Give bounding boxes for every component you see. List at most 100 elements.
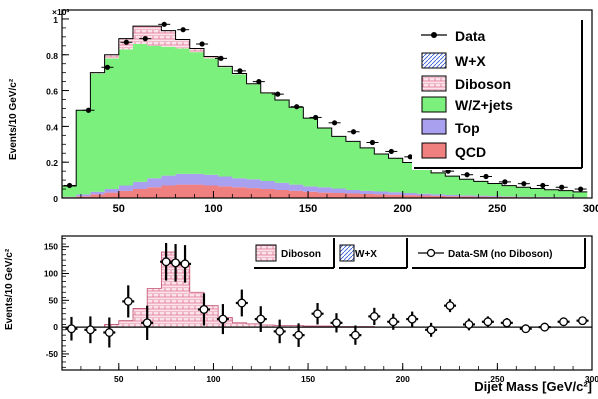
bottom-x-tick-label: 300 xyxy=(585,374,598,384)
top-data-point xyxy=(483,173,489,180)
residual-point xyxy=(483,317,493,327)
top-data-point xyxy=(123,39,129,45)
legend-diboson-swatch xyxy=(421,75,447,92)
top-data-point xyxy=(275,91,281,97)
top-y-tick-label: 0.6 xyxy=(46,87,58,97)
bottom-y-tick-label: 50 xyxy=(49,295,59,305)
legend-top-swatch xyxy=(421,118,447,135)
top-data-point xyxy=(578,186,584,192)
top-y-axis-title: Events/10 GeV/c² xyxy=(8,78,19,160)
bottom-y-tick-label: 100 xyxy=(44,269,58,279)
top-y-tick-label: 0 xyxy=(53,194,58,204)
bottom-legend-wx-swatch xyxy=(339,244,355,262)
legend-entry-qcd: QCD xyxy=(421,142,486,160)
legend-entry-wx: W+X xyxy=(421,52,486,69)
residual-point xyxy=(104,328,114,337)
bottom-x-tick-label: 150 xyxy=(301,374,315,384)
bottom-legend-wx: W+X xyxy=(337,238,408,269)
residual-point xyxy=(171,258,181,268)
residual-point xyxy=(426,325,436,335)
top-data-layer xyxy=(63,21,587,192)
bottom-x-ticks: 50 100 150 200 250 300 xyxy=(80,363,598,384)
residual-point xyxy=(464,319,474,329)
top-data-point xyxy=(142,36,148,42)
bottom-x-tick-label: 50 xyxy=(114,374,124,384)
legend-wx-swatch xyxy=(421,52,447,69)
residual-point xyxy=(521,324,531,334)
bottom-residual-layer xyxy=(65,242,589,348)
residual-point xyxy=(559,317,569,327)
residual-point xyxy=(275,326,285,336)
x-axis-title: Dijet Mass [GeV/c²] xyxy=(474,379,592,394)
residual-point xyxy=(540,322,550,332)
bottom-y-tick-label: -50 xyxy=(46,349,59,359)
legend-wx-label: W+X xyxy=(455,53,486,69)
top-y-ticks: 0 0.2 0.4 0.6 0.8 1 xyxy=(46,15,69,204)
residual-point xyxy=(294,330,304,340)
legend-qcd-swatch xyxy=(421,142,447,159)
legend-entry-top: Top xyxy=(421,118,480,136)
bottom-legend-diboson-swatch xyxy=(255,244,277,262)
top-data-point xyxy=(559,184,565,190)
bottom-legend-residual-marker xyxy=(426,248,436,258)
residual-point xyxy=(407,314,417,324)
legend-top-label: Top xyxy=(455,120,480,136)
top-data-point xyxy=(388,148,394,155)
residual-point xyxy=(369,311,379,321)
top-x-tick-label: 150 xyxy=(299,203,317,215)
top-y-tick-label: 0.4 xyxy=(46,122,58,132)
residual-point xyxy=(218,314,228,324)
top-series-w-z-jets xyxy=(62,44,588,198)
top-stack-outline xyxy=(62,25,588,193)
top-data-point xyxy=(521,181,527,187)
top-panel: 0 0.2 0.4 0.6 0.8 1 50 100 150 200 250 300 ×10³ Ev… xyxy=(8,7,598,215)
top-y-tick-label: 0.2 xyxy=(46,158,58,168)
bottom-y-ticks: -50 0 50 100 150 xyxy=(44,238,69,368)
residual-point xyxy=(445,301,455,311)
legend-data-label: Data xyxy=(455,28,486,44)
legend-wzjets-swatch xyxy=(421,96,447,113)
top-x-tick-label: 250 xyxy=(488,203,506,215)
bottom-legend-residual: Data-SM (no Diboson) xyxy=(410,238,586,269)
bottom-legend-diboson: Diboson xyxy=(252,238,335,269)
residual-point xyxy=(161,257,171,267)
residual-point xyxy=(332,318,341,328)
top-data-point xyxy=(540,182,546,189)
top-data-point xyxy=(180,27,186,33)
top-x-tick-label: 200 xyxy=(394,203,412,215)
bottom-y-tick-label: 150 xyxy=(44,242,58,252)
top-data-point xyxy=(85,107,92,113)
top-x-tick-label: 100 xyxy=(204,203,222,215)
top-x-ticks: 50 100 150 200 250 300 xyxy=(80,191,598,215)
legend-wzjets-label: W/Z+jets xyxy=(455,97,513,113)
top-data-point xyxy=(407,154,413,160)
top-data-point xyxy=(464,172,470,178)
top-x-tick-label: 300 xyxy=(583,203,598,215)
top-data-point xyxy=(199,41,205,47)
top-data-point xyxy=(256,79,262,85)
top-stack-layer xyxy=(62,25,588,198)
residual-point xyxy=(180,259,190,269)
residual-point xyxy=(256,314,266,324)
top-y-tick-label: 0.8 xyxy=(46,51,58,61)
bottom-legend-residual-label: Data-SM (no Diboson) xyxy=(448,249,552,260)
legend-data-marker xyxy=(431,32,437,38)
top-data-point xyxy=(313,114,319,121)
top-data-point xyxy=(502,179,508,185)
bottom-panel: -50 0 50 100 150 50 100 150 200 250 300 Events/10… xyxy=(4,235,598,394)
residual-point xyxy=(578,316,587,326)
residual-point xyxy=(388,317,398,327)
top-data-point xyxy=(294,104,300,110)
top-x-tick-label: 50 xyxy=(113,203,125,215)
residual-point xyxy=(142,318,152,328)
bottom-y-tick-label: 0 xyxy=(53,322,58,332)
bottom-legend-diboson-label: Diboson xyxy=(281,249,321,260)
top-exponent-label: ×10³ xyxy=(52,7,69,17)
legend-qcd-label: QCD xyxy=(455,144,486,160)
residual-point xyxy=(85,325,95,335)
top-y-tick-label: 1 xyxy=(53,15,58,25)
top-series-qcd xyxy=(62,184,588,198)
bottom-x-tick-label: 250 xyxy=(490,374,504,384)
legend-entry-wzjets: W/Z+jets xyxy=(421,96,513,113)
